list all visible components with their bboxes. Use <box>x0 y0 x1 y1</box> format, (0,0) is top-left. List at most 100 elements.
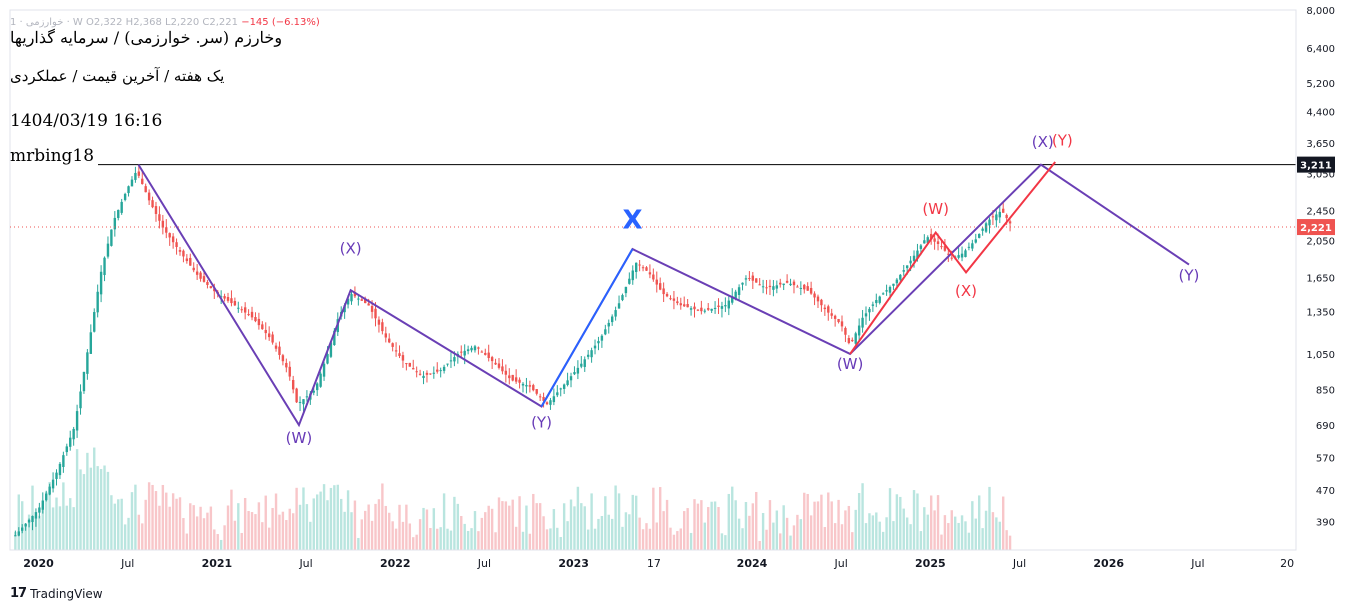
volume-bar <box>1005 530 1008 550</box>
volume-bar <box>158 505 161 550</box>
time-tick-label: Jul <box>477 557 491 570</box>
price-axis[interactable]: 8,000 6,400 5,200 4,400 3,650 3,050 2,450 2,050… <box>1306 6 1335 529</box>
volume-bar <box>96 466 99 550</box>
candle-body <box>110 229 113 246</box>
volume-bar <box>281 511 285 550</box>
volume-bar <box>583 506 586 550</box>
candle-body <box>274 345 278 349</box>
candle-body <box>398 353 401 357</box>
volume-bar <box>436 528 439 550</box>
candle-body <box>466 349 470 352</box>
wave-label: (X) <box>1032 133 1054 151</box>
volume-bar <box>24 524 27 550</box>
candle-body <box>974 239 977 243</box>
volume-bar <box>377 499 381 550</box>
volume-bar <box>789 535 792 550</box>
candle-body <box>720 306 724 309</box>
volume-bar <box>940 534 943 550</box>
volume-bar <box>333 485 336 550</box>
candle-body <box>933 238 936 242</box>
candle-body <box>895 279 899 284</box>
volume-bar <box>254 514 257 550</box>
volume-bar <box>449 530 453 550</box>
volume-bar <box>648 528 652 550</box>
candle-body <box>446 363 449 365</box>
volume-bar <box>55 497 58 550</box>
candle-body <box>247 314 250 316</box>
candle-body <box>998 211 1001 218</box>
time-tick-label: 2025 <box>915 557 946 570</box>
candle-body <box>96 291 99 313</box>
candle-body <box>573 372 576 375</box>
volume-bar <box>528 533 532 550</box>
volume-bar <box>490 508 494 550</box>
volume-bar <box>120 498 123 550</box>
candle-body <box>669 298 672 300</box>
volume-bar <box>957 522 960 550</box>
candle-body <box>161 220 165 228</box>
candle-body <box>943 245 947 251</box>
volume-bar <box>213 529 216 550</box>
candle-body <box>614 310 617 317</box>
candle-body <box>936 241 940 244</box>
volume-bar <box>727 493 731 550</box>
candle-body <box>401 355 405 361</box>
time-tick-label: 2021 <box>202 557 233 570</box>
volume-bar <box>662 511 665 550</box>
volume-bar <box>590 493 593 550</box>
volume-bar <box>569 499 573 550</box>
candle-body <box>947 253 950 255</box>
candle-body <box>707 308 710 310</box>
candle-body <box>199 272 202 279</box>
candle-body <box>525 384 528 387</box>
volume-bar <box>857 493 861 550</box>
candle-body <box>370 305 374 312</box>
tradingview-brand: TradingView <box>30 586 103 601</box>
volume-bar <box>326 500 329 550</box>
candle-body <box>106 243 110 257</box>
price-tick-label: 1,350 <box>1306 307 1335 318</box>
volume-bar <box>960 515 964 550</box>
candle-body <box>408 362 412 367</box>
volume-bar <box>820 494 823 550</box>
candle-body <box>364 299 367 304</box>
time-axis[interactable]: 2020 Jul 2021 Jul 2022 Jul 2023 17 2024 Jul 2025 Ju… <box>23 557 1294 570</box>
candle-body <box>641 267 645 269</box>
candle-body <box>38 507 41 513</box>
candle-body <box>48 486 51 495</box>
volume-bar <box>538 503 542 550</box>
candle-body <box>281 355 285 362</box>
volume-bar <box>123 524 127 550</box>
volume-bar <box>981 528 984 550</box>
candle-body <box>731 296 734 303</box>
volume-bar <box>796 514 799 550</box>
candle-body <box>21 527 24 531</box>
chart-title: وخارزم (سر. خوارزمی) / سرمایه گذاریها <box>10 28 283 47</box>
candle-body <box>737 287 741 296</box>
candle-body <box>628 278 631 284</box>
volume-bar <box>929 495 933 550</box>
volume-bar <box>195 516 199 550</box>
candle-body <box>333 330 336 346</box>
volume-bar <box>518 496 521 550</box>
volume-bar <box>761 512 765 550</box>
volume-bar <box>75 449 79 550</box>
volume-bar <box>916 493 919 550</box>
volume-bar <box>226 505 230 550</box>
candle-body <box>240 309 243 311</box>
volume-bar <box>329 487 333 550</box>
volume-bar <box>586 529 590 550</box>
candle-body <box>926 237 929 243</box>
candle-body <box>202 276 206 282</box>
tradingview-logo[interactable]: 17 TradingView <box>10 586 103 601</box>
volume-bar <box>741 528 744 550</box>
time-tick-label: Jul <box>120 557 134 570</box>
volume-bar <box>1002 496 1005 550</box>
candle-body <box>381 322 384 332</box>
volume-bar <box>854 509 857 550</box>
volume-bar <box>809 515 813 550</box>
candle-body <box>967 246 971 248</box>
candle-body <box>960 253 964 258</box>
candle-body <box>535 389 538 394</box>
